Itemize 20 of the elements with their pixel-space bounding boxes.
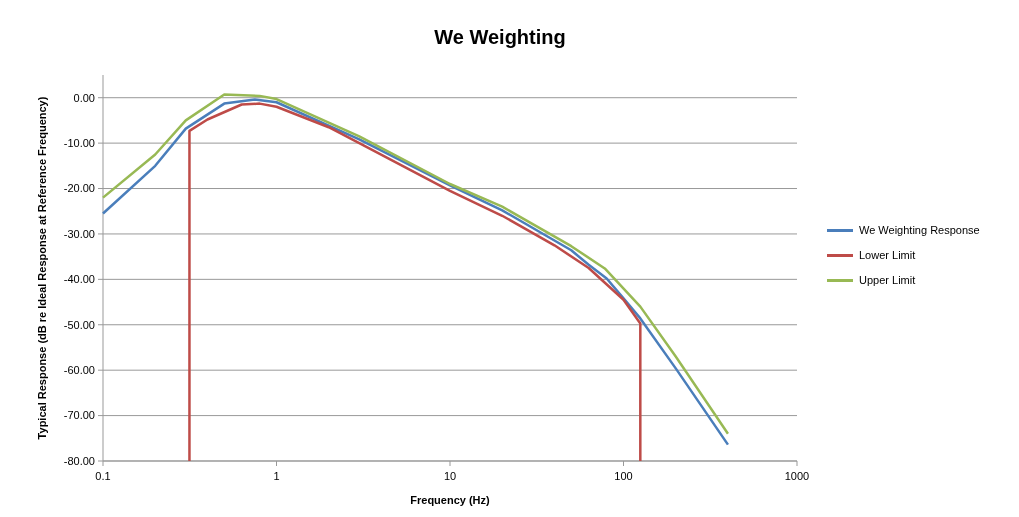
y-tick-label: -80.00 — [63, 454, 95, 467]
y-tick-label: -60.00 — [63, 364, 95, 377]
x-tick-label: 0.1 — [95, 470, 111, 482]
x-tick-label: 100 — [614, 470, 633, 482]
y-tick-label: -30.00 — [63, 227, 95, 240]
x-tick-label: 1 — [273, 470, 280, 482]
x-axis-title: Frequency (Hz) — [410, 494, 491, 506]
y-axis-title: Typical Response (dB re Ideal Response at Reference Frequency) — [36, 96, 48, 440]
legend-label: Lower Limit — [859, 249, 916, 262]
chart-title: We Weighting — [434, 26, 566, 48]
legend-label: Upper Limit — [859, 274, 916, 287]
y-tick-label: 0.00 — [73, 91, 95, 104]
y-tick-label: -70.00 — [63, 409, 95, 422]
x-tick-label: 1000 — [784, 470, 810, 482]
y-tick-label: -50.00 — [63, 318, 95, 331]
y-tick-label: -20.00 — [63, 182, 95, 195]
x-tick-label: 10 — [443, 470, 457, 482]
y-tick-label: -10.00 — [63, 136, 95, 149]
legend-label: We Weighting Response — [859, 224, 980, 237]
y-tick-label: -40.00 — [63, 273, 95, 286]
